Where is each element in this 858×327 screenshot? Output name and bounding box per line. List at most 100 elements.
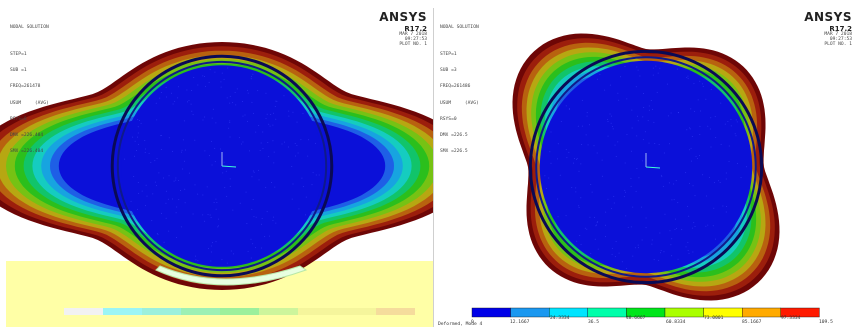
info-line: FREQ=261486 (440, 84, 479, 89)
mesh-node (654, 259, 655, 260)
mesh-node (597, 153, 598, 154)
mesh-node (610, 85, 611, 86)
mesh-node (653, 75, 654, 76)
mesh-node (631, 186, 632, 187)
mesh-node (569, 109, 570, 110)
mesh-node (566, 215, 567, 216)
mesh-node (686, 129, 687, 130)
mesh-node (176, 206, 177, 207)
mesh-node (224, 187, 225, 188)
mesh-node (134, 156, 135, 157)
mesh-node (169, 175, 170, 176)
mesh-node (642, 160, 643, 161)
mesh-node (702, 83, 703, 84)
mesh-node (577, 158, 578, 159)
mesh-node (188, 100, 189, 101)
mesh-node (691, 161, 692, 162)
mesh-node (721, 144, 722, 145)
mesh-node (255, 132, 256, 133)
mesh-node (581, 144, 582, 145)
mesh-node (156, 185, 157, 186)
mesh-node (643, 107, 644, 108)
mesh-node (157, 158, 158, 159)
mesh-node (711, 89, 712, 90)
mesh-node (659, 144, 660, 145)
right-mode-plot[interactable]: NODAL SOLUTION STEP=1 SUB =3 FREQ=261486… (434, 8, 858, 327)
mesh-node (689, 149, 690, 150)
mesh-node (568, 152, 569, 153)
mesh-node (710, 147, 711, 148)
mesh-node (138, 182, 139, 183)
mesh-node (215, 122, 216, 123)
mesh-node (651, 100, 652, 101)
right-contour-canvas[interactable] (434, 8, 858, 327)
mesh-node (625, 192, 626, 193)
mesh-node (273, 113, 274, 114)
mesh-node (549, 151, 550, 152)
mesh-node (631, 151, 632, 152)
mesh-node (588, 144, 589, 145)
mesh-node (671, 199, 672, 200)
mesh-node (587, 112, 588, 113)
mesh-node (557, 158, 558, 159)
mesh-node (172, 199, 173, 200)
mesh-node (611, 116, 612, 117)
mesh-node (678, 112, 679, 113)
mesh-node (693, 83, 694, 84)
mesh-node (632, 207, 633, 208)
info-line: SUB =1 (10, 68, 49, 73)
left-mode-plot[interactable]: NODAL SOLUTION STEP=1 SUB =1 FREQ=261478… (0, 8, 434, 327)
mesh-node (171, 93, 172, 94)
mesh-node (300, 139, 301, 140)
mesh-node (573, 163, 574, 164)
mesh-node (730, 119, 731, 120)
mesh-node (262, 131, 263, 132)
mesh-node (697, 158, 698, 159)
mesh-node (145, 148, 146, 149)
mesh-node (661, 250, 662, 251)
mesh-node (653, 68, 654, 69)
mesh-node (689, 183, 690, 184)
mesh-node (166, 218, 167, 219)
info-line: SUB =3 (440, 68, 479, 73)
mesh-node (222, 73, 223, 74)
mesh-node (284, 142, 285, 143)
info-line: RSYS=0 (10, 117, 49, 122)
mesh-node (272, 140, 273, 141)
left-contour-canvas[interactable] (0, 8, 433, 327)
mesh-node (615, 145, 616, 146)
right-plot-meta: MAR 7 2018 09:27:53 PLOT NO. 1 (824, 32, 852, 48)
mesh-node (620, 76, 621, 77)
mesh-node (184, 189, 185, 190)
info-line: DMX =226.484 (10, 133, 49, 138)
mesh-node (578, 126, 579, 127)
info-line: STEP=1 (440, 52, 479, 57)
pale-legend-swatch (103, 308, 142, 315)
mesh-node (631, 110, 632, 111)
mesh-node (132, 137, 133, 138)
mesh-node (257, 90, 258, 91)
mesh-node (275, 223, 276, 224)
mesh-node (608, 136, 609, 137)
legend-label: 24.3334 (550, 316, 569, 321)
mesh-node (578, 205, 579, 206)
mesh-node (316, 175, 317, 176)
mesh-node (218, 225, 219, 226)
ansys-logo: ANSYS R17.2 (804, 10, 852, 33)
mesh-node (635, 247, 636, 248)
mesh-node (548, 177, 549, 178)
mesh-node (239, 137, 240, 138)
mesh-node (215, 161, 216, 162)
mesh-node (138, 193, 139, 194)
mesh-node (137, 137, 138, 138)
mesh-node (735, 135, 736, 136)
mesh-node (605, 212, 606, 213)
mesh-node (307, 156, 308, 157)
mesh-node (661, 175, 662, 176)
mesh-node (696, 156, 697, 157)
mesh-node (145, 205, 146, 206)
mesh-node (303, 186, 304, 187)
mesh-node (251, 78, 252, 79)
mesh-node (602, 176, 603, 177)
mesh-node (251, 209, 252, 210)
